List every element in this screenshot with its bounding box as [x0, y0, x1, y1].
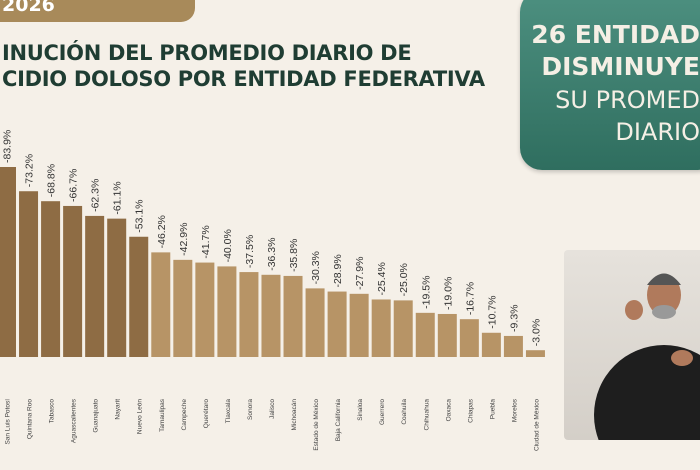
category-label: Guerrero: [379, 399, 386, 425]
bar-12: [261, 274, 281, 357]
sign-language-interpreter-video: [564, 250, 700, 440]
category-label: Morelos: [511, 398, 518, 422]
bar-7: [151, 252, 171, 357]
category-label: Oaxaca: [445, 399, 452, 422]
bar-4: [85, 215, 105, 357]
bar-22: [481, 332, 501, 357]
category-label: Nayarit: [115, 399, 122, 420]
category-label: Jalisco: [269, 399, 276, 419]
category-label: Tamaulipas: [159, 398, 166, 432]
data-label: -53.1%: [134, 199, 146, 232]
category-label: Ciudad de México: [533, 399, 540, 451]
category-label: Aguascalientes: [71, 398, 78, 443]
bar-18: [393, 300, 413, 357]
category-label: Michoacán: [291, 399, 298, 431]
bar-2: [41, 201, 61, 357]
bar-8: [173, 259, 193, 357]
bar-23: [503, 335, 523, 357]
bar-3: [63, 205, 83, 357]
data-label: -30.3%: [310, 251, 322, 284]
data-label: -61.1%: [112, 181, 124, 214]
data-label: -40.0%: [222, 229, 234, 262]
period-badge-text: 2025 vs. Enero 2026: [2, 0, 55, 16]
bar-11: [239, 272, 259, 357]
data-label: -10.7%: [486, 295, 498, 328]
chart-title-line1: INUCIÓN DEL PROMEDIO DIARIO DE: [2, 41, 412, 65]
category-label: Quintana Roo: [27, 399, 34, 439]
data-label: -25.4%: [376, 262, 388, 295]
bar-16: [349, 293, 369, 357]
data-label: -46.2%: [156, 215, 168, 248]
category-label: Guanajuato: [93, 399, 100, 433]
summary-line4: DIARIO: [615, 118, 700, 146]
data-label: -66.7%: [68, 169, 80, 202]
category-label: Sinaloa: [357, 399, 364, 421]
bar-5: [107, 218, 127, 357]
category-label: Campeche: [181, 399, 188, 431]
summary-line2: DISMINUYE: [541, 52, 700, 81]
bar-10: [217, 266, 237, 357]
category-label: Coahuila: [401, 399, 408, 425]
bar-14: [305, 288, 325, 357]
chart-title-line2: CIDIO DOLOSO POR ENTIDAD FEDERATIVA: [2, 67, 485, 91]
data-label: -41.7%: [200, 225, 212, 258]
category-label: Chiapas: [467, 398, 474, 423]
category-label: Puebla: [489, 399, 496, 420]
chart-title: INUCIÓN DEL PROMEDIO DIARIO DE CIDIO DOL…: [2, 40, 485, 92]
period-badge: 2025 vs. Enero 2026: [0, 0, 195, 22]
bar-15: [327, 291, 347, 357]
bar-20: [437, 313, 457, 357]
bar-13: [283, 275, 303, 357]
data-label: -27.9%: [354, 257, 366, 290]
data-label: -19.5%: [420, 276, 432, 309]
category-label: San Luis Potosí: [5, 399, 12, 445]
data-label: -19.0%: [442, 277, 454, 310]
bar-9: [195, 262, 215, 357]
category-label: Baja California: [335, 399, 342, 442]
data-label: -37.5%: [244, 235, 256, 268]
category-label: Chihuahua: [423, 399, 430, 431]
data-label: -36.3%: [266, 238, 278, 271]
bar-24: [525, 350, 545, 357]
data-label: -42.9%: [178, 223, 190, 256]
bar-17: [371, 299, 391, 357]
category-label: Nuevo León: [137, 399, 144, 434]
data-label: -73.2%: [24, 154, 36, 187]
bar-1: [19, 191, 39, 357]
category-label: Tlaxcala: [225, 399, 232, 424]
category-label: Estado de México: [313, 399, 320, 451]
category-label: Querétaro: [203, 399, 210, 429]
data-label: -83.9%: [2, 130, 14, 163]
summary-line1: 26 ENTIDAD: [531, 20, 700, 49]
data-label: -25.0%: [398, 263, 410, 296]
category-label: Tabasco: [49, 399, 56, 424]
summary-line3: SU PROMED: [555, 86, 700, 114]
bar-6: [129, 236, 149, 357]
data-label: -28.9%: [332, 254, 344, 287]
bar-21: [459, 319, 479, 357]
bar-0: [0, 167, 16, 357]
data-label: -68.8%: [46, 164, 58, 197]
summary-panel: 26 ENTIDAD DISMINUYE SU PROMED DIARIO: [520, 0, 700, 170]
category-label: Sonora: [247, 399, 254, 420]
data-label: -35.8%: [288, 239, 300, 272]
data-label: -3.0%: [530, 319, 542, 346]
bar-19: [415, 312, 435, 357]
data-label: -16.7%: [464, 282, 476, 315]
data-label: -9.3%: [508, 305, 520, 332]
data-label: -62.3%: [90, 179, 102, 212]
interpreter-figure: [594, 273, 700, 440]
